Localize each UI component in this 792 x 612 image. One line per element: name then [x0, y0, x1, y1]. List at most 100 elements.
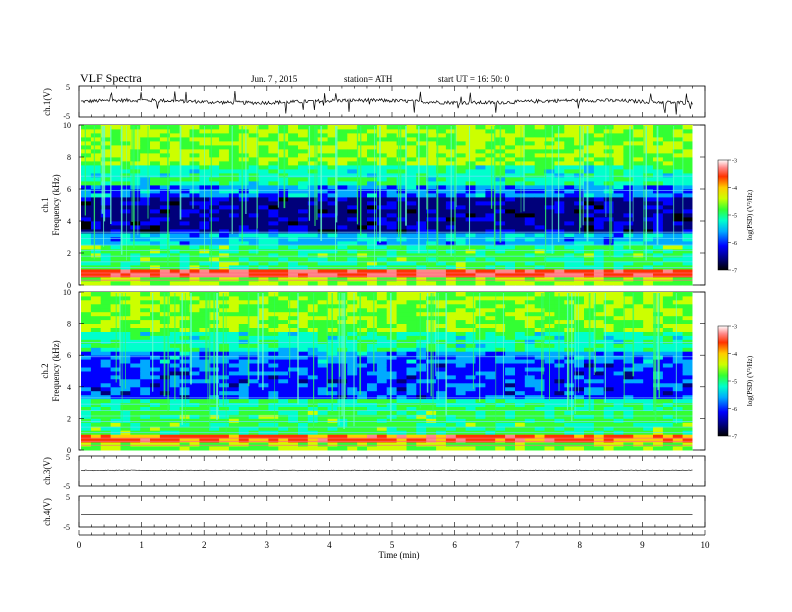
spectrogram-cell — [633, 145, 644, 150]
spectrogram-cell — [406, 177, 417, 182]
spectrogram-cell — [298, 303, 309, 309]
spectrogram-cell — [505, 273, 516, 278]
spectrogram-cell — [633, 402, 644, 407]
spectrogram-cell — [682, 253, 693, 258]
spectrogram-cell — [455, 257, 467, 262]
spectrogram-cell — [219, 355, 230, 360]
spectrogram-cell — [238, 343, 250, 348]
spectrogram-cell — [475, 193, 486, 198]
spectrogram-cell — [110, 434, 121, 439]
spectrogram-cell — [120, 229, 131, 234]
spectrogram-cell — [367, 165, 378, 170]
spectrogram-cell — [455, 307, 467, 313]
spectrogram-cell — [564, 315, 575, 321]
spectrogram-cell — [544, 221, 555, 226]
spectrogram-cell — [386, 165, 397, 170]
spectrogram-cell — [445, 359, 457, 364]
spectrogram-cell — [524, 398, 536, 403]
spectrogram-cell — [416, 374, 427, 380]
spectrogram-cell — [110, 141, 121, 146]
spectrogram-cell — [337, 221, 348, 226]
spectrogram-cell — [248, 237, 259, 242]
spectrogram-cell — [613, 205, 624, 210]
spectrogram-cell — [495, 327, 506, 332]
spectrogram-cell — [593, 157, 605, 162]
spectrogram-cell — [613, 414, 624, 419]
spectrogram-cell — [199, 442, 210, 447]
spectrogram-cell — [347, 145, 358, 150]
spectrogram-cell — [524, 277, 536, 282]
spectrogram-cell — [327, 221, 338, 226]
spectrogram-cell — [159, 434, 171, 439]
spectrogram-cell — [120, 145, 131, 150]
spectrogram-cell — [505, 253, 516, 258]
spectrogram-cell — [110, 209, 121, 214]
spectrogram-cell — [396, 277, 407, 282]
spectrogram-cell — [100, 299, 111, 305]
spectrogram-cell — [603, 201, 614, 206]
spectrogram-cell — [179, 137, 190, 142]
spectrogram-cell — [584, 422, 595, 427]
spectrogram-cell — [189, 165, 200, 170]
spectrogram-cell — [238, 367, 250, 372]
spectrogram-cell — [633, 237, 644, 242]
spectrogram-cell — [416, 185, 427, 190]
spectrogram-cell — [416, 145, 427, 150]
spectrogram-cell — [416, 189, 427, 194]
spectrogram-cell — [406, 217, 417, 222]
spectrogram-cell — [682, 173, 693, 178]
spectrogram-cell — [574, 233, 585, 238]
spectrogram-cell — [643, 442, 654, 447]
spectrogram-cell — [298, 331, 309, 336]
spectrogram-cell — [554, 390, 565, 396]
spectrogram-cell — [347, 355, 358, 360]
spectrogram-cell — [140, 245, 151, 250]
spectrogram-cell — [81, 371, 92, 376]
spectrogram-cell — [367, 355, 378, 360]
spectrogram-cell — [238, 426, 250, 431]
spectrogram-cell — [534, 261, 545, 266]
spectrogram-cell — [357, 261, 368, 266]
spectrogram-cell — [238, 394, 250, 400]
spectrogram-cell — [672, 177, 684, 182]
spectrogram-cell — [406, 303, 417, 309]
spectrogram-cell — [367, 371, 378, 376]
spectrogram-cell — [120, 225, 131, 230]
spectrogram-cell — [347, 363, 358, 368]
spectrogram-cell — [672, 225, 684, 230]
spectrogram-cell — [238, 153, 250, 158]
spectrogram-cell — [672, 205, 684, 210]
spectrogram-cell — [169, 193, 181, 198]
spectrogram-cell — [426, 141, 437, 146]
spectrogram-cell — [288, 406, 299, 411]
spectrogram-cell — [603, 161, 614, 166]
spectrogram-cell — [564, 133, 575, 138]
spectrogram-cell — [140, 165, 151, 170]
spectrogram-cell — [633, 241, 644, 246]
spectrogram-cell — [406, 205, 417, 210]
spectrogram-cell — [288, 422, 299, 427]
spectrogram-cell — [515, 229, 526, 234]
spectrogram-cell — [347, 414, 358, 419]
spectrogram-cell — [169, 406, 181, 411]
spectrogram-cell — [436, 229, 447, 234]
spectrogram-cell — [416, 277, 427, 282]
spectrogram-cell — [268, 422, 279, 427]
spectrogram-cell — [219, 402, 230, 407]
spectrogram-cell — [179, 339, 190, 344]
spectrogram-cell — [485, 181, 496, 186]
spectrogram-cell — [623, 323, 634, 328]
spectrogram-cell — [159, 197, 171, 202]
spectrogram-cell — [534, 303, 545, 309]
spectrogram-cell — [317, 307, 328, 313]
spectrogram-cell — [189, 402, 200, 407]
spectrogram-cell — [120, 406, 131, 411]
spectrogram-cell — [544, 213, 555, 218]
spectrogram-cell — [130, 319, 141, 324]
spectrogram-cell — [376, 201, 388, 206]
spectrogram-cell — [199, 319, 210, 324]
spectrogram-cell — [219, 149, 230, 154]
spectrogram-cell — [367, 331, 378, 336]
spectrogram-cell — [258, 165, 269, 170]
spectrogram-cell — [268, 217, 279, 222]
